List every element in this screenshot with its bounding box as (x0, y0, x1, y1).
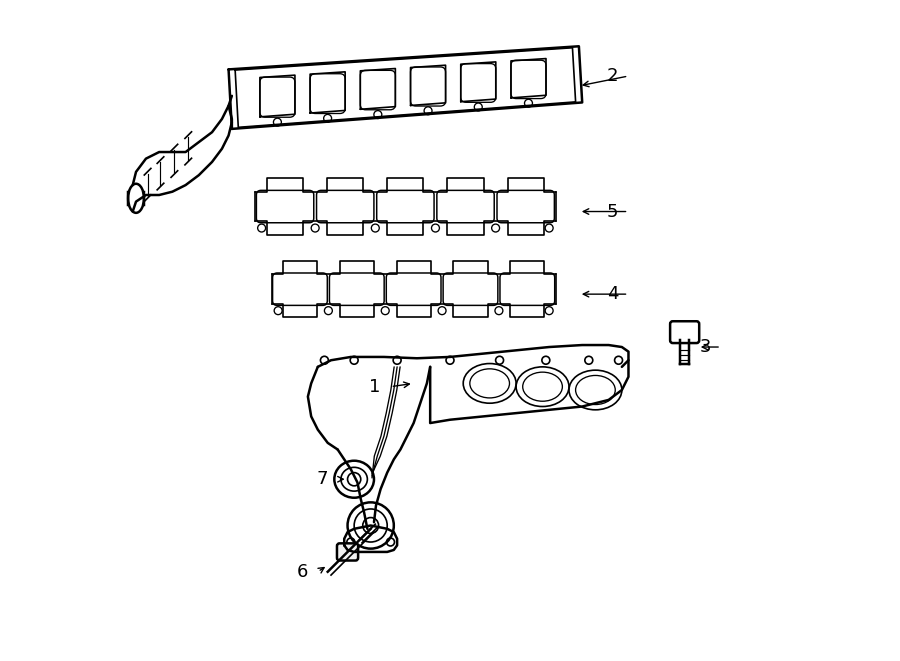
Text: 1: 1 (369, 377, 381, 396)
Text: 2: 2 (608, 67, 618, 85)
FancyBboxPatch shape (337, 543, 358, 561)
Text: 7: 7 (316, 470, 328, 488)
Text: 4: 4 (608, 285, 618, 303)
Text: 5: 5 (608, 202, 618, 221)
Text: 3: 3 (699, 338, 711, 356)
Text: 6: 6 (296, 563, 308, 581)
